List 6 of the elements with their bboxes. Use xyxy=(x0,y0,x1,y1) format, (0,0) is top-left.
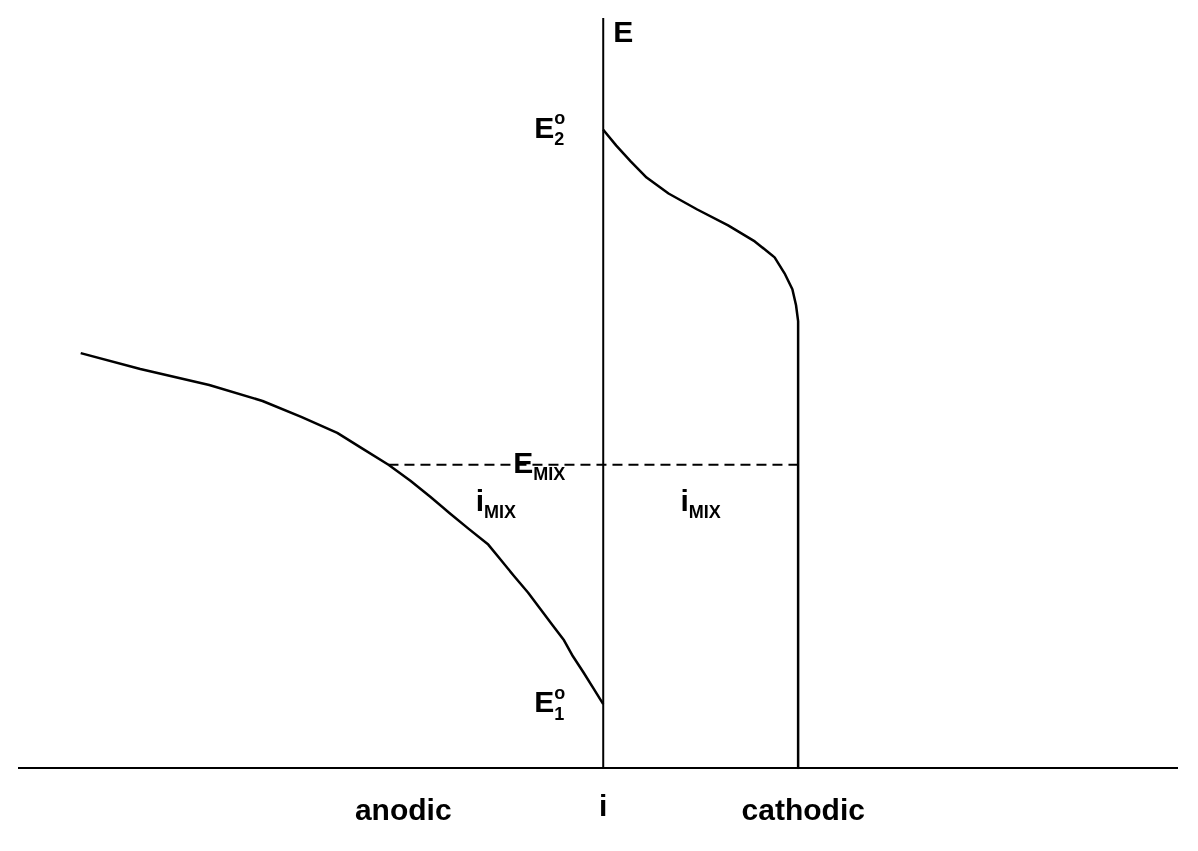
text: i xyxy=(599,789,608,822)
text: anodic xyxy=(354,793,452,826)
y-axis-title: E xyxy=(613,15,634,48)
text: MIX xyxy=(484,502,517,523)
x-axis-title: i xyxy=(475,483,485,517)
text: cathodic xyxy=(741,793,865,826)
